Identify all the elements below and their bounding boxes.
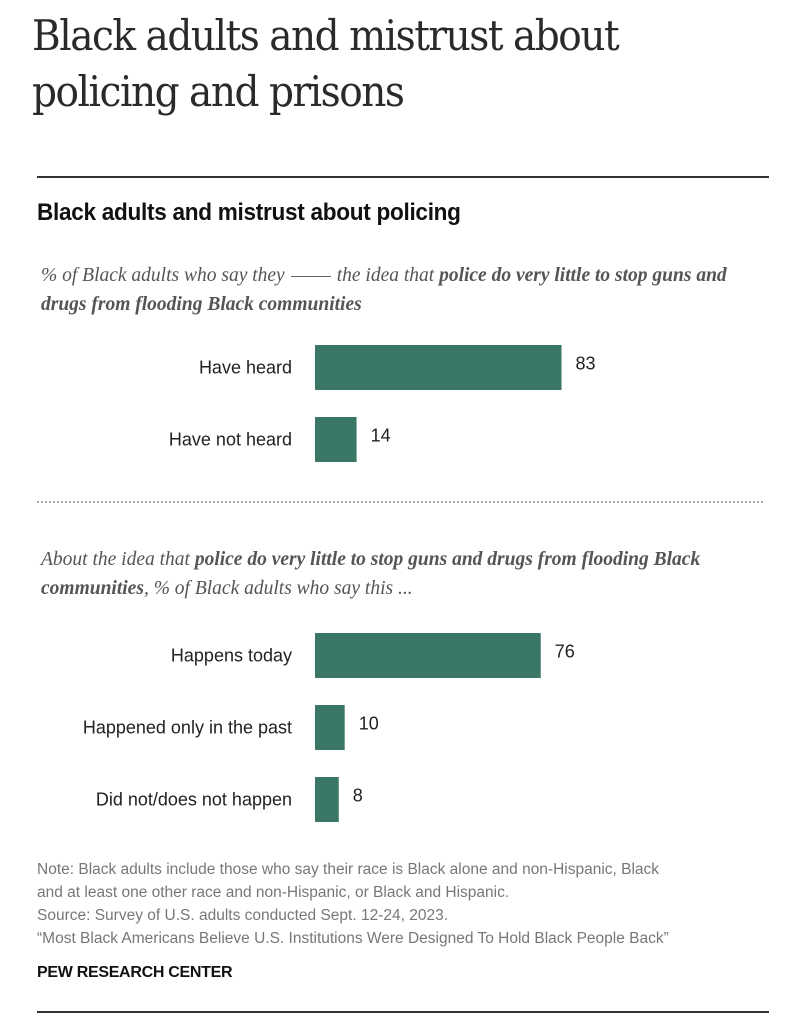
note-line2: and at least one other race and non-Hisp… [37, 884, 510, 901]
category-label: Happens today [171, 646, 292, 666]
bar [315, 633, 541, 678]
top-divider [37, 176, 769, 178]
main-title-line1: Black adults and mistrust about [32, 11, 620, 60]
main-title-line2: policing and prisons [32, 67, 405, 116]
value-label: 76 [555, 642, 575, 662]
note-line1: Note: Black adults include those who say… [37, 861, 660, 878]
chart2-subtitle-part1: About the idea that [41, 549, 190, 570]
chart2-bars: Happens today 76 Happened only in the past… [83, 633, 575, 822]
category-label: Happened only in the past [83, 718, 292, 738]
chart2-subtitle: About the idea that police do very littl… [41, 545, 761, 603]
chart2-subtitle-bold: police do very little to stop guns and d… [41, 549, 701, 599]
chart2-subtitle-part2: , % of Black adults who say this ... [143, 578, 413, 599]
section-divider [37, 501, 763, 503]
chart1-subtitle: % of Black adults who say they the idea t… [41, 261, 761, 319]
bar [315, 705, 345, 750]
main-title: Black adults and mistrust about policing… [32, 8, 720, 120]
value-label: 8 [353, 786, 363, 806]
chart1-subtitle-bold: police do very little to stop guns and d… [41, 265, 727, 315]
chart1-bars: Have heard 83 Have not heard 14 [169, 345, 596, 462]
chart1-subtitle-part2: the idea that [336, 265, 435, 286]
chart1-subtitle-part1: % of Black adults who say they [41, 265, 285, 286]
report-title: “Most Black Americans Believe U.S. Insti… [37, 930, 669, 947]
category-label: Have heard [199, 358, 292, 378]
footnote: Note: Black adults include those who say… [37, 858, 777, 950]
pew-brand: PEW RESEARCH CENTER [37, 964, 233, 981]
bar [315, 345, 562, 390]
chart-title: Black adults and mistrust about policing [37, 199, 461, 226]
bottom-divider [37, 1011, 769, 1013]
value-label: 83 [576, 354, 596, 374]
blank-line [290, 276, 331, 277]
category-label: Did not/does not happen [96, 790, 292, 810]
bar [315, 777, 339, 822]
bar [315, 417, 357, 462]
category-label: Have not heard [169, 430, 292, 450]
value-label: 14 [371, 426, 391, 446]
value-label: 10 [359, 714, 379, 734]
source-line: Source: Survey of U.S. adults conducted … [37, 907, 448, 924]
